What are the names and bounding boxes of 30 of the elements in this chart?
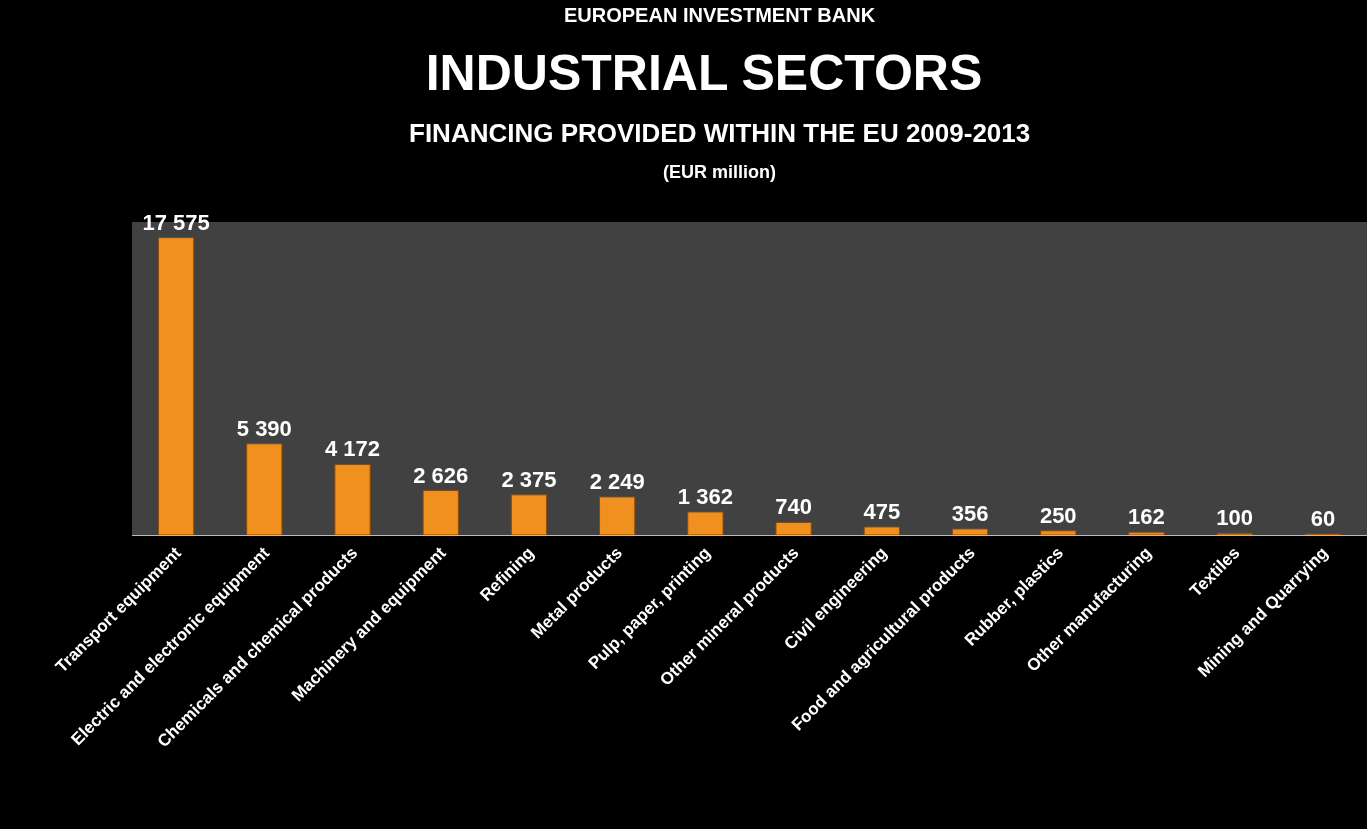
text: EUROPEAN INVESTMENT BANK [564,4,876,26]
data-label: 475 [863,498,901,524]
data-label: 250 [1039,502,1077,528]
bar [951,528,989,535]
data-label: 2 626 [413,462,469,488]
data-label: 100 [1216,505,1254,531]
bar [157,237,195,535]
data-label: 60 [1310,505,1336,531]
bar [422,490,459,535]
chart-subtitle: FINANCING PROVIDED WITHIN THE EU 2009-2013 [409,118,1031,148]
data-label: 17 575 [142,209,210,235]
data-label: 162 [1128,504,1165,530]
bar [510,494,548,535]
data-label: 5 390 [236,415,292,441]
bar [246,443,283,535]
chart-title: INDUSTRIAL SECTORS [425,44,983,101]
bar [687,511,724,535]
data-label: 740 [775,494,812,520]
bar [1040,530,1077,535]
text: (EUR million) [663,162,776,182]
bar [334,463,371,535]
bar [775,521,812,535]
bar [599,496,636,535]
bar [863,526,900,535]
data-label: 4 172 [325,436,381,462]
data-label: 2 249 [589,468,645,494]
bar [1128,531,1165,535]
data-label: 356 [951,500,989,526]
data-label: 1 362 [677,483,733,509]
data-label: 2 375 [501,466,557,492]
